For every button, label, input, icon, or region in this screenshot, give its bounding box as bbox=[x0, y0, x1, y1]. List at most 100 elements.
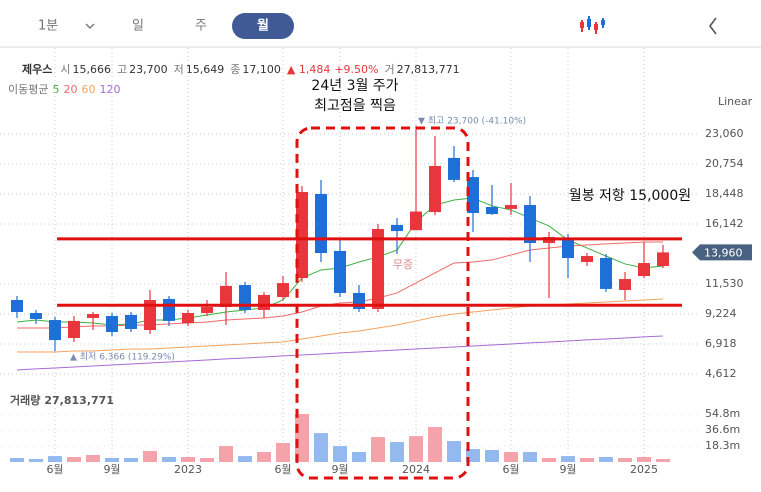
volume-bar bbox=[143, 451, 157, 462]
x-tick-label: 6월 bbox=[502, 463, 519, 476]
y-tick-label: 16,142 bbox=[705, 217, 744, 230]
tab-selected-bg[interactable] bbox=[232, 13, 294, 39]
y-tick-label: 23,060 bbox=[705, 127, 744, 140]
volume-bar bbox=[428, 427, 442, 462]
candle-body bbox=[163, 298, 175, 321]
volume-tick-label: 54.8m bbox=[705, 407, 740, 420]
volume-bar bbox=[257, 452, 271, 462]
candle-body bbox=[562, 237, 574, 258]
dropdown-icon[interactable] bbox=[85, 23, 95, 29]
annotation: 최고점을 찍음 bbox=[314, 98, 396, 114]
event-label: 무증 bbox=[393, 258, 413, 271]
tab[interactable]: 주 bbox=[195, 19, 207, 34]
price-tag bbox=[692, 244, 752, 261]
x-tick-label: 2025 bbox=[630, 463, 658, 476]
candle-body bbox=[30, 312, 42, 319]
volume-bar bbox=[333, 446, 347, 462]
y-tick-label: 9,224 bbox=[705, 307, 737, 320]
volume-bar bbox=[447, 441, 461, 462]
volume-bar bbox=[238, 456, 252, 462]
volume-bar bbox=[561, 456, 575, 462]
low-marker: ▲ 최저 6,366 (119.29%) bbox=[70, 352, 175, 363]
volume-bar bbox=[67, 457, 81, 462]
candle-body bbox=[68, 320, 80, 338]
candle-body bbox=[258, 294, 270, 311]
chart-type-icon[interactable] bbox=[580, 16, 605, 34]
legend-entry[interactable]: 20 bbox=[63, 83, 77, 96]
x-tick-label: 6월 bbox=[274, 463, 291, 476]
ma-legend: 이동평균 5 20 60 120 bbox=[8, 83, 120, 96]
y-tick-label: 18,448 bbox=[705, 187, 744, 200]
tab-selected[interactable]: 월 bbox=[257, 18, 269, 34]
volume-bar bbox=[219, 446, 233, 462]
candle-body bbox=[296, 192, 308, 279]
ma-line bbox=[17, 241, 663, 329]
volume-bar bbox=[162, 457, 176, 462]
x-tick-label: 6월 bbox=[46, 463, 63, 476]
y-tick-label: 11,530 bbox=[705, 277, 744, 290]
volume-bar bbox=[352, 452, 366, 462]
candle-body bbox=[448, 157, 460, 180]
candle-body bbox=[49, 320, 61, 341]
volume-tick-label: 36.6m bbox=[705, 423, 740, 436]
volume-bar bbox=[86, 454, 100, 462]
x-tick-label: 2023 bbox=[174, 463, 202, 476]
plot: 4,612 6,918 9,224 11,530 16,142 18,448 20,754 2… bbox=[0, 48, 752, 476]
volume-bar bbox=[485, 450, 499, 462]
candle-body bbox=[429, 166, 441, 213]
volume-bar bbox=[504, 452, 518, 462]
tabs: 1분 일 주 월 bbox=[0, 13, 761, 48]
candle-body bbox=[581, 256, 593, 263]
y-tick-label: 20,754 bbox=[705, 157, 744, 170]
volume-bar bbox=[390, 442, 404, 462]
annotation: 월봉 저항 15,000원 bbox=[569, 188, 691, 204]
volume-bar bbox=[276, 442, 290, 462]
volume-bar bbox=[580, 457, 594, 462]
candle-body bbox=[87, 314, 99, 318]
candle-body bbox=[125, 314, 137, 329]
scale-label[interactable]: Linear bbox=[718, 95, 753, 108]
y-tick-label: 4,612 bbox=[705, 367, 737, 380]
volume-bar bbox=[523, 452, 537, 462]
candle-body bbox=[277, 283, 289, 297]
candle-body bbox=[201, 307, 213, 313]
candle-body bbox=[619, 279, 631, 290]
tab[interactable]: 일 bbox=[132, 19, 144, 34]
candle-body bbox=[391, 224, 403, 232]
tab[interactable]: 1분 bbox=[38, 19, 58, 34]
ma-line bbox=[16, 335, 664, 371]
volume-bar bbox=[10, 457, 24, 462]
candle-body bbox=[638, 263, 650, 277]
volume-bar bbox=[409, 436, 423, 462]
candle-body bbox=[410, 211, 422, 231]
volume-bar bbox=[29, 459, 43, 462]
volume-bar bbox=[618, 457, 632, 462]
legend-entry[interactable]: 5 bbox=[52, 83, 59, 96]
x-tick-label: 9월 bbox=[559, 463, 576, 476]
candle-body bbox=[657, 252, 669, 267]
volume-bar bbox=[105, 457, 119, 462]
candle-body bbox=[11, 299, 23, 312]
volume-bar bbox=[200, 457, 214, 462]
volume-bar bbox=[637, 457, 651, 462]
volume-tick-label: 18.3m bbox=[705, 439, 740, 452]
y-tick-label: 6,918 bbox=[705, 337, 737, 350]
stock-header: 제우스 시 15,666 고 23,700 저 15,649 종 17,100 ▲ 1,484 +9… bbox=[22, 62, 460, 76]
candle-body bbox=[600, 257, 612, 289]
candle-body bbox=[220, 285, 232, 308]
candle-body bbox=[372, 228, 384, 309]
volume-bar bbox=[542, 457, 556, 462]
volume-bar bbox=[371, 437, 385, 462]
candle-body bbox=[315, 193, 327, 254]
candle-body bbox=[106, 315, 118, 332]
annotation: 24년 3월 주가 bbox=[311, 78, 398, 94]
legend-entry[interactable]: 120 bbox=[99, 83, 120, 96]
volume-bar bbox=[124, 457, 138, 462]
candle-body bbox=[467, 177, 479, 213]
legend-entry[interactable]: 60 bbox=[81, 83, 95, 96]
collapse-icon[interactable] bbox=[709, 17, 717, 35]
candle-body bbox=[505, 205, 517, 209]
candle-body bbox=[182, 312, 194, 324]
x-tick-label: 2024 bbox=[402, 463, 430, 476]
candle-body bbox=[144, 299, 156, 331]
